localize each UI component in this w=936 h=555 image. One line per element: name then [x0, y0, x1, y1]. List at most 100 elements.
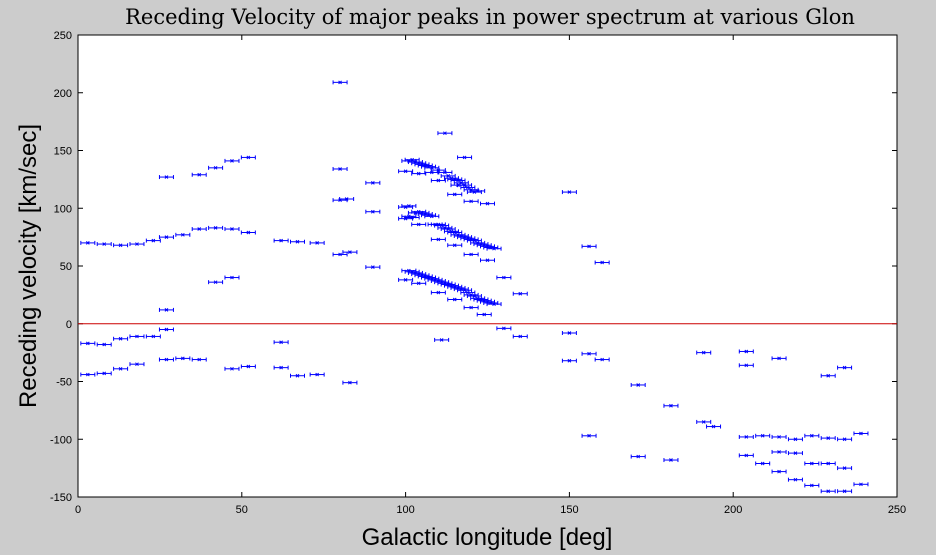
- data-point: [191, 227, 207, 232]
- data-point: [424, 214, 440, 219]
- data-point: [738, 363, 754, 368]
- data-point: [404, 157, 420, 162]
- data-point: [771, 469, 787, 474]
- data-point: [486, 246, 502, 251]
- data-point: [96, 371, 112, 376]
- data-point: [447, 192, 463, 197]
- data-point: [434, 337, 450, 342]
- y-tick-label: 50: [60, 261, 72, 273]
- data-point: [755, 433, 771, 438]
- x-axis-label: Galactic longitude [deg]: [362, 524, 613, 551]
- data-point: [463, 199, 479, 204]
- data-point: [581, 351, 597, 356]
- data-point: [476, 312, 492, 317]
- data-point: [309, 372, 325, 377]
- data-point: [273, 365, 289, 370]
- data-point: [457, 155, 473, 160]
- data-point: [129, 242, 145, 247]
- data-point: [332, 252, 348, 257]
- data-point: [837, 466, 853, 471]
- data-point: [594, 260, 610, 265]
- data-point: [820, 461, 836, 466]
- data-point: [342, 250, 358, 255]
- data-point: [820, 489, 836, 494]
- data-point: [240, 155, 256, 160]
- data-point: [224, 275, 240, 280]
- data-point: [404, 215, 420, 220]
- data-point: [496, 326, 512, 331]
- data-point: [463, 305, 479, 310]
- data-point: [561, 330, 577, 335]
- data-point: [224, 158, 240, 163]
- data-point: [113, 366, 129, 371]
- x-tick-label: 50: [236, 504, 248, 516]
- data-point: [145, 238, 161, 243]
- data-point: [113, 243, 129, 248]
- data-point: [424, 170, 440, 175]
- data-point: [447, 230, 463, 235]
- data-point: [365, 265, 381, 270]
- data-point: [113, 336, 129, 341]
- data-point: [158, 357, 174, 362]
- x-tick-label: 0: [75, 504, 81, 516]
- y-tick-label: 200: [54, 88, 72, 100]
- data-point: [208, 165, 224, 170]
- data-point: [470, 188, 486, 193]
- data-point: [512, 334, 528, 339]
- data-point: [480, 201, 495, 206]
- data-point: [309, 240, 325, 245]
- data-point: [80, 240, 96, 245]
- data-point: [339, 197, 355, 202]
- data-point: [787, 437, 803, 442]
- data-point: [240, 230, 256, 235]
- data-point: [430, 237, 446, 242]
- data-point: [663, 403, 679, 408]
- data-point: [332, 80, 348, 85]
- data-point: [208, 280, 224, 285]
- y-tick-label: -100: [50, 434, 72, 446]
- data-point: [158, 235, 174, 240]
- data-point: [434, 223, 450, 228]
- data-point: [332, 166, 348, 171]
- data-point: [129, 362, 145, 367]
- x-tick-label: 100: [396, 504, 414, 516]
- x-tick-label: 200: [724, 504, 742, 516]
- data-point: [158, 175, 174, 180]
- data-point: [787, 477, 803, 482]
- data-point: [512, 291, 528, 296]
- data-point: [145, 334, 161, 339]
- data-point: [460, 185, 476, 190]
- data-point: [466, 238, 482, 243]
- x-tick-label: 250: [888, 504, 906, 516]
- data-point: [273, 340, 289, 345]
- data-point: [401, 203, 417, 208]
- data-point: [365, 180, 381, 185]
- data-point: [787, 451, 803, 456]
- data-point: [96, 342, 112, 347]
- data-points: [80, 80, 869, 494]
- data-point: [273, 238, 289, 243]
- data-point: [398, 277, 414, 282]
- data-point: [96, 242, 112, 247]
- data-point: [440, 227, 456, 232]
- data-point: [738, 434, 754, 439]
- data-point: [175, 232, 191, 237]
- data-point: [342, 380, 358, 385]
- y-axis-label: Receding velocity [km/sec]: [15, 124, 42, 408]
- data-point: [289, 373, 305, 378]
- data-point: [706, 424, 722, 429]
- data-point: [411, 222, 427, 227]
- data-point: [460, 290, 476, 295]
- data-point: [437, 131, 453, 136]
- data-point: [224, 227, 240, 232]
- data-point: [663, 458, 679, 463]
- data-point: [447, 243, 463, 248]
- chart-title: Receding Velocity of major peaks in powe…: [125, 5, 855, 29]
- data-point: [447, 297, 463, 302]
- data-point: [755, 461, 771, 466]
- data-point: [738, 349, 754, 354]
- data-point: [430, 178, 446, 183]
- data-point: [437, 170, 453, 175]
- data-point: [457, 288, 473, 293]
